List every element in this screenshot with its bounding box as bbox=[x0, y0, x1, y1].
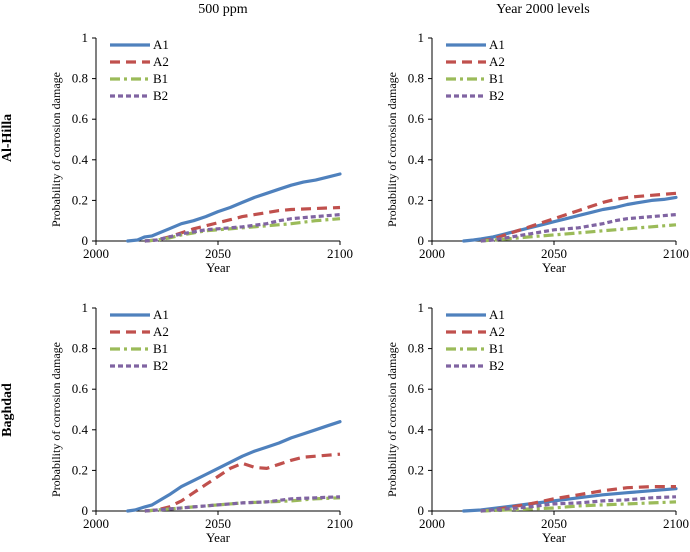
y-tick-label: 0.4 bbox=[72, 152, 89, 167]
x-tick-label: 2050 bbox=[205, 246, 231, 261]
legend-label-b1: B1 bbox=[153, 341, 168, 356]
series-line-b2 bbox=[144, 213, 341, 243]
y-tick-label: 0 bbox=[82, 233, 89, 248]
x-tick-label: 2000 bbox=[83, 246, 109, 261]
y-tick-label: 0 bbox=[82, 503, 89, 518]
series-line-b2 bbox=[480, 495, 677, 513]
y-tick-label: 1 bbox=[82, 30, 89, 45]
column-title-year-2000: Year 2000 levels bbox=[496, 2, 590, 17]
x-tick-label: 2050 bbox=[541, 516, 567, 531]
x-axis-label: Year bbox=[542, 260, 567, 275]
y-axis-label: Probability of corrosion damage bbox=[49, 342, 63, 497]
y-tick-label: 0 bbox=[418, 503, 425, 518]
legend-label-a2: A2 bbox=[153, 54, 169, 69]
y-tick-label: 0.2 bbox=[72, 462, 88, 477]
series-line-b2 bbox=[144, 495, 341, 513]
series-line-a1 bbox=[126, 172, 342, 243]
y-tick-label: 0.6 bbox=[72, 111, 89, 126]
series-line-b1 bbox=[480, 500, 677, 513]
legend-label-b1: B1 bbox=[489, 71, 504, 86]
chart-panel-3: 0 0.2 0.4 0.6 0.8 1 2000 2050 2100 Year Probabilit… bbox=[49, 300, 353, 545]
y-tick-label: 0 bbox=[418, 233, 425, 248]
series-line-b2 bbox=[480, 213, 677, 243]
legend-label-b2: B2 bbox=[489, 88, 504, 103]
series-line-b1 bbox=[144, 496, 341, 513]
x-tick-label: 2050 bbox=[541, 246, 567, 261]
chart-panel-4: 0 0.2 0.4 0.6 0.8 1 2000 2050 2100 Year Probabilit… bbox=[385, 300, 689, 545]
y-tick-label: 0.4 bbox=[408, 152, 425, 167]
x-axis-label: Year bbox=[542, 530, 567, 545]
legend-label-b2: B2 bbox=[489, 358, 504, 373]
y-tick-label: 1 bbox=[418, 300, 425, 315]
legend-label-a2: A2 bbox=[489, 324, 505, 339]
legend-label-b1: B1 bbox=[489, 341, 504, 356]
legend-label-b2: B2 bbox=[153, 88, 168, 103]
y-tick-label: 0.2 bbox=[72, 192, 88, 207]
y-axis-label: Probability of corrosion damage bbox=[385, 342, 399, 497]
legend-label-a2: A2 bbox=[153, 324, 169, 339]
legend-label-a2: A2 bbox=[489, 54, 505, 69]
y-tick-label: 0.8 bbox=[72, 71, 88, 86]
series-line-b1 bbox=[480, 223, 677, 243]
x-axis-label: Year bbox=[206, 530, 231, 545]
y-tick-label: 1 bbox=[418, 30, 425, 45]
series-line-a1 bbox=[126, 420, 342, 513]
y-tick-label: 0.4 bbox=[408, 422, 425, 437]
y-tick-label: 1 bbox=[82, 300, 89, 315]
chart-panel-1: 0 0.2 0.4 0.6 0.8 1 2000 2050 2100 Year Probabilit… bbox=[49, 30, 353, 275]
series-line-a1 bbox=[462, 195, 678, 243]
legend-label-b1: B1 bbox=[153, 71, 168, 86]
y-axis-label: Probability of corrosion damage bbox=[385, 72, 399, 227]
x-tick-label: 2050 bbox=[205, 516, 231, 531]
x-tick-label: 2000 bbox=[83, 516, 109, 531]
y-tick-label: 0.2 bbox=[408, 192, 424, 207]
y-tick-label: 0.6 bbox=[408, 111, 425, 126]
x-tick-label: 2000 bbox=[419, 516, 445, 531]
y-tick-label: 0.8 bbox=[72, 341, 88, 356]
x-tick-label: 2100 bbox=[327, 516, 353, 531]
x-tick-label: 2000 bbox=[419, 246, 445, 261]
x-tick-label: 2100 bbox=[327, 246, 353, 261]
legend-label-a1: A1 bbox=[153, 307, 169, 322]
y-tick-label: 0.8 bbox=[408, 71, 424, 86]
series-line-a2 bbox=[144, 452, 341, 513]
chart-panel-2: 0 0.2 0.4 0.6 0.8 1 2000 2050 2100 Year Probabilit… bbox=[385, 30, 689, 275]
legend-label-b2: B2 bbox=[153, 358, 168, 373]
y-tick-label: 0.2 bbox=[408, 462, 424, 477]
y-tick-label: 0.6 bbox=[408, 381, 425, 396]
column-title-500ppm: 500 ppm bbox=[198, 2, 248, 17]
x-axis-label: Year bbox=[206, 260, 231, 275]
legend-label-a1: A1 bbox=[489, 37, 505, 52]
x-tick-label: 2100 bbox=[663, 516, 689, 531]
y-axis-label: Probability of corrosion damage bbox=[49, 72, 63, 227]
series-line-b1 bbox=[144, 217, 341, 243]
y-tick-label: 0.6 bbox=[72, 381, 89, 396]
series-line-a2 bbox=[144, 205, 341, 243]
x-tick-label: 2100 bbox=[663, 246, 689, 261]
legend-label-a1: A1 bbox=[489, 307, 505, 322]
legend-label-a1: A1 bbox=[153, 37, 169, 52]
y-tick-label: 0.8 bbox=[408, 341, 424, 356]
y-tick-label: 0.4 bbox=[72, 422, 89, 437]
